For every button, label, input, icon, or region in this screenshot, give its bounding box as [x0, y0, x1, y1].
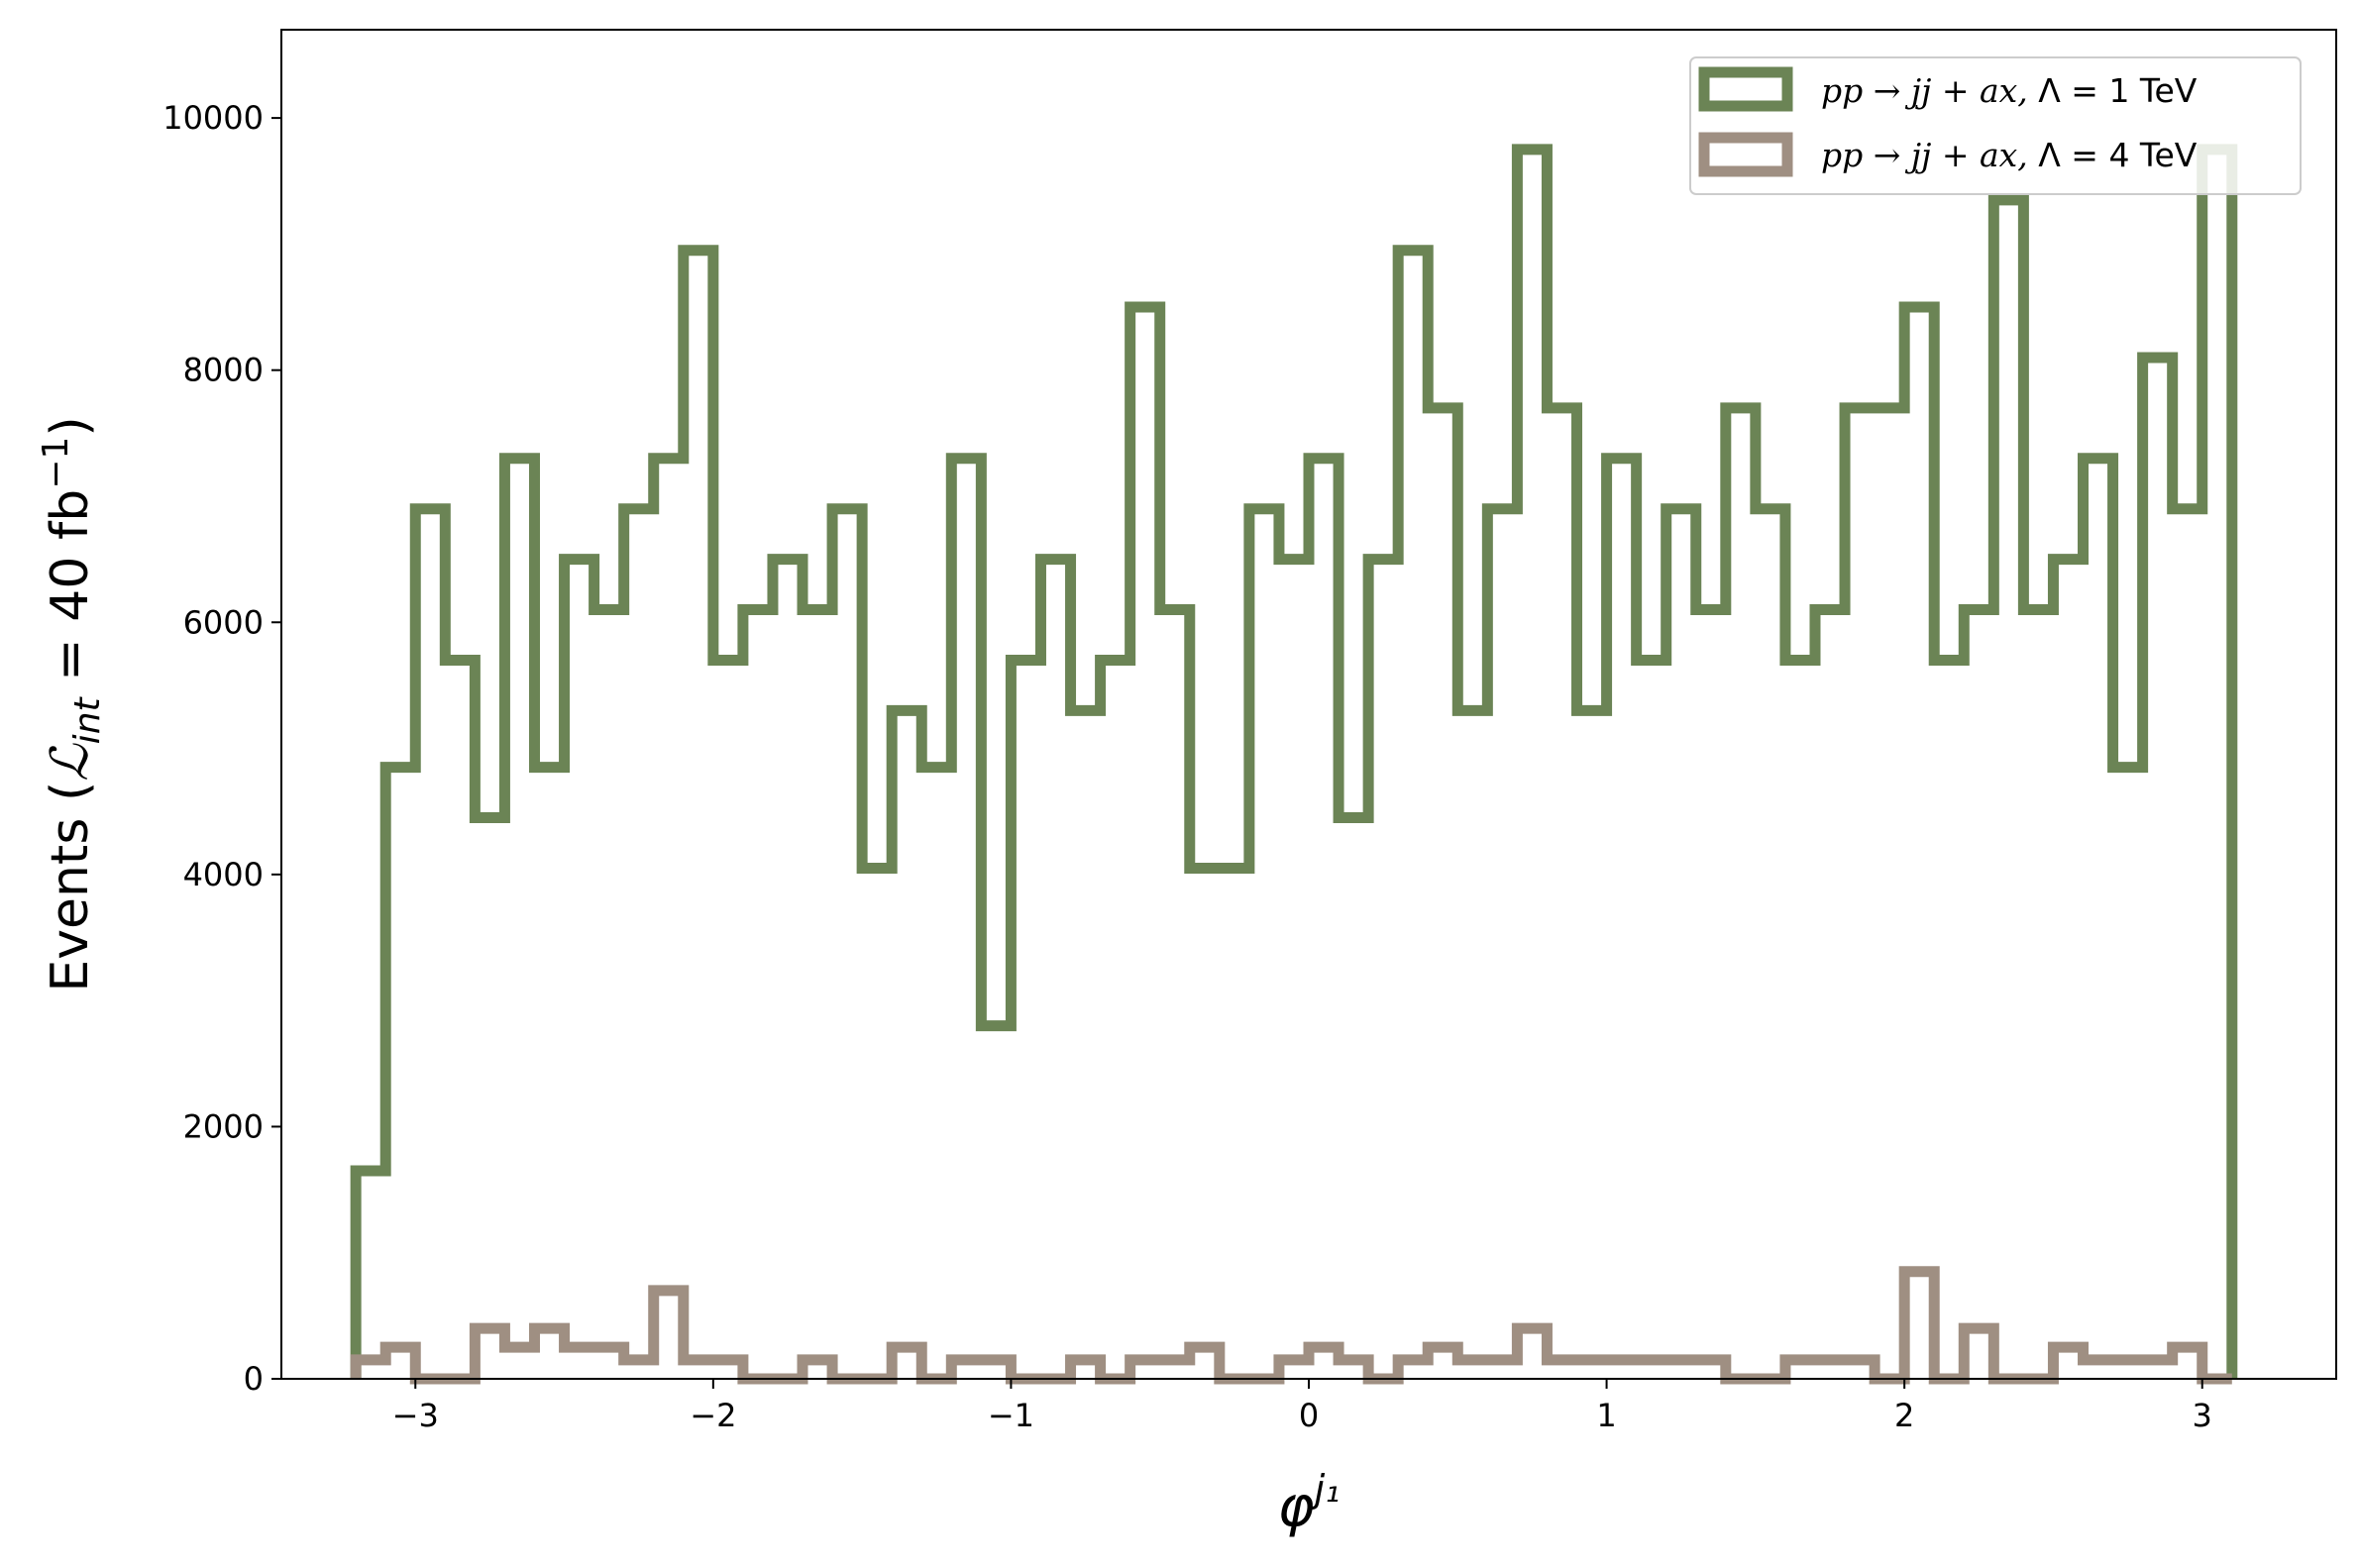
legend-label-1tev: pp → jj + ax, Λ = 1 TeV — [1821, 71, 2198, 110]
x-axis: −3 −2 −1 0 1 2 3 — [392, 1379, 2212, 1434]
legend-box — [1689, 56, 2302, 195]
y-axis: 0 2000 4000 6000 8000 10000 — [162, 99, 281, 1398]
x-axis-title-superscript: j₁ — [1310, 1467, 1341, 1511]
y-tick-label: 0 — [244, 1360, 264, 1398]
x-tick-label: 1 — [1596, 1397, 1616, 1434]
legend-label-4tev: pp → jj + ax, Λ = 4 TeV — [1821, 136, 2198, 174]
y-axis-title: Events (ℒint = 40 fb−1) — [36, 416, 108, 992]
x-axis-title: φj₁ — [1278, 1467, 1341, 1539]
x-tick-label: −1 — [988, 1397, 1034, 1434]
x-tick-label: −3 — [392, 1397, 439, 1434]
y-axis-title-suffix: ) — [41, 416, 100, 436]
y-axis-title-lumi: ℒ — [41, 743, 100, 782]
y-axis-title-subscript: int — [67, 695, 108, 744]
x-tick-label: 0 — [1299, 1397, 1319, 1434]
x-axis-title-symbol: φ — [1278, 1475, 1315, 1539]
y-axis-title-value: = 40 fb — [41, 489, 100, 698]
x-tick-label: −2 — [690, 1397, 736, 1434]
y-tick-label: 2000 — [183, 1107, 264, 1145]
x-tick-label: 2 — [1894, 1397, 1914, 1434]
x-tick-label: 3 — [2193, 1397, 2212, 1434]
y-tick-label: 4000 — [183, 856, 264, 893]
series-0-step-line — [350, 144, 2238, 1379]
legend-swatch-4tev — [1698, 132, 1793, 177]
y-tick-label: 8000 — [183, 352, 264, 389]
y-tick-label: 10000 — [162, 99, 264, 137]
y-axis-title-superscript: −1 — [36, 437, 76, 489]
legend: pp → jj + ax, Λ = 1 TeV pp → jj + ax, Λ … — [1689, 56, 2302, 195]
y-axis-title-prefix: Events ( — [41, 782, 100, 993]
y-tick-label: 6000 — [183, 603, 264, 641]
legend-swatch-1tev — [1698, 66, 1793, 112]
